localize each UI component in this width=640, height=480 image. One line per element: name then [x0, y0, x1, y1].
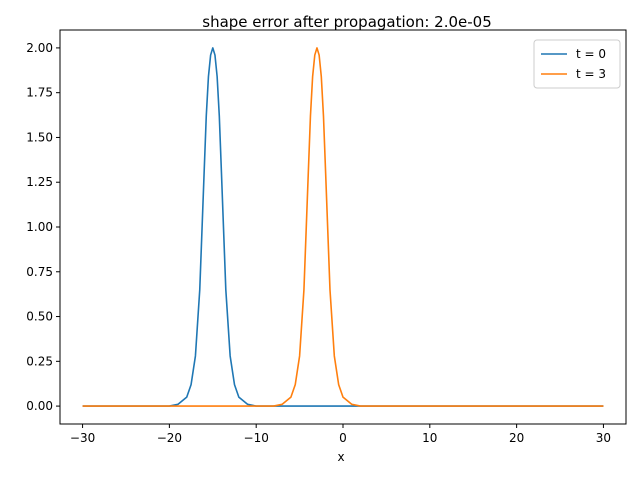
chart-title: shape error after propagation: 2.0e-05 — [202, 13, 491, 31]
y-tick-label: 1.25 — [26, 175, 53, 189]
y-tick-label: 0.75 — [26, 265, 53, 279]
x-tick-label: 20 — [509, 431, 524, 445]
x-axis-ticks: −30 −20 −10 0 10 20 30 — [70, 424, 611, 445]
legend-box — [533, 39, 621, 89]
x-tick-label: −20 — [157, 431, 182, 445]
x-tick-label: 0 — [339, 431, 347, 445]
legend-label-0: t = 0 — [576, 47, 606, 61]
x-tick-label: 10 — [422, 431, 437, 445]
y-axis-ticks: 0.00 0.25 0.50 0.75 1.00 1.25 1.50 1.75 2.00 — [26, 41, 60, 413]
y-tick-label: 1.00 — [26, 220, 53, 234]
y-tick-label: 2.00 — [26, 41, 53, 55]
legend-label-1: t = 3 — [576, 67, 606, 81]
plot-lines — [82, 47, 604, 407]
series-line-1 — [82, 47, 604, 407]
y-tick-label: 0.00 — [26, 399, 53, 413]
y-tick-label: 1.50 — [26, 130, 53, 144]
x-tick-label: 30 — [596, 431, 611, 445]
y-tick-label: 0.25 — [26, 354, 53, 368]
y-tick-label: 1.75 — [26, 86, 53, 100]
x-tick-label: −10 — [244, 431, 269, 445]
series-line-0 — [82, 47, 604, 407]
legend: t = 0 t = 3 — [533, 39, 621, 89]
y-tick-label: 0.50 — [26, 310, 53, 324]
plot-frame — [59, 29, 627, 425]
x-tick-label: −30 — [70, 431, 95, 445]
x-axis-label: x — [337, 450, 344, 464]
